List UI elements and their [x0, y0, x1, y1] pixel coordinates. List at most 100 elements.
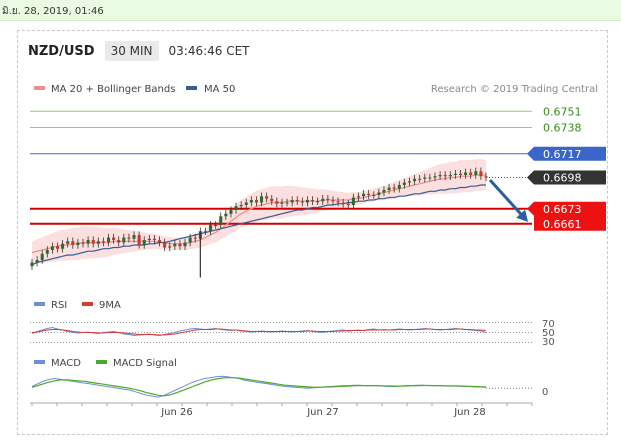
rsi9-legend-label: 9MA	[99, 300, 121, 311]
candle-body	[234, 206, 238, 210]
forecast-arrow-line	[488, 178, 526, 219]
rsi-level-30: 30	[542, 337, 555, 348]
ma50-legend-swatch	[186, 86, 197, 90]
bollinger-band	[32, 159, 486, 264]
candle-body	[81, 242, 85, 244]
candle-body	[336, 201, 340, 203]
candle-body	[418, 178, 422, 180]
candle-body	[397, 185, 401, 189]
candle-body	[265, 196, 269, 199]
candle-body	[341, 202, 345, 204]
candle-body	[127, 237, 131, 239]
last-price-label-pointer	[527, 170, 534, 185]
candle-body	[173, 243, 177, 247]
candle-body	[40, 253, 44, 260]
pivot-label-box	[534, 146, 606, 161]
candle-body	[270, 198, 274, 202]
candle-body	[428, 177, 432, 179]
candle-body	[122, 237, 126, 243]
candle-body	[372, 195, 376, 196]
resistance-label-0.6751: 0.6751	[543, 105, 582, 118]
candle-body	[188, 237, 192, 243]
candle-body	[484, 176, 488, 178]
top-bar: มิ.ย. 28, 2019, 01:46	[0, 0, 621, 21]
candle-body	[86, 240, 90, 244]
candle-body	[260, 196, 264, 203]
candle-body	[407, 181, 411, 183]
rsi-level-70: 70	[542, 319, 555, 330]
ma20-legend-swatch	[34, 86, 45, 90]
candle-body	[305, 200, 309, 203]
candle-body	[331, 200, 335, 202]
candle-body	[453, 173, 457, 175]
candle-body	[163, 242, 167, 248]
forecast-arrow-head	[516, 209, 528, 222]
candle-body	[377, 192, 381, 195]
candle-body	[402, 182, 406, 185]
candle-body	[142, 240, 146, 245]
resistance-label-0.6738: 0.6738	[543, 122, 582, 135]
candle-body	[356, 196, 360, 198]
candle-body	[147, 238, 151, 240]
candle-body	[91, 240, 95, 244]
candle-body	[96, 241, 100, 244]
ma50-legend-label: MA 50	[204, 84, 235, 95]
candle-body	[244, 202, 248, 205]
rsi9-legend-swatch	[82, 302, 93, 306]
candle-body	[117, 240, 121, 243]
candle-body	[158, 240, 162, 243]
support-label-0.6673: 0.6673	[543, 203, 582, 216]
candle-body	[479, 171, 483, 177]
pivot-label: 0.6717	[543, 148, 582, 161]
candle-body	[285, 202, 289, 204]
macd-signal-legend-swatch	[96, 360, 107, 364]
candle-body	[392, 187, 396, 189]
candle-body	[71, 241, 75, 245]
macd-panel	[31, 375, 532, 398]
candle-body	[239, 205, 243, 207]
rsi-9ma-line	[31, 328, 487, 336]
candle-body	[178, 243, 182, 247]
research-credit: Research © 2019 Trading Central	[431, 84, 598, 95]
pivot-label-pointer	[527, 146, 534, 161]
candle-body	[152, 238, 156, 240]
candle-body	[280, 202, 284, 204]
candle-body	[137, 235, 141, 245]
macd-signal-line	[31, 377, 487, 397]
candle-body	[224, 213, 228, 217]
candle-body	[474, 171, 478, 175]
candle-body	[168, 246, 172, 248]
rsi-panel	[30, 322, 532, 343]
support-label-0.6661: 0.6661	[543, 218, 582, 231]
candle-body	[382, 190, 386, 193]
x-tick-label-jun26: Jun 26	[160, 407, 193, 418]
candle-body	[290, 200, 294, 203]
support-label-box	[534, 201, 606, 231]
candle-body	[316, 201, 320, 203]
candle-body	[254, 200, 258, 203]
candle-body	[229, 210, 233, 214]
candle-body	[66, 241, 70, 244]
candle-body	[423, 177, 427, 179]
last-price-label-box	[534, 170, 606, 185]
candle-body	[30, 262, 34, 267]
candle-body	[362, 193, 366, 197]
rsi-legend-label: RSI	[51, 300, 67, 311]
candle-body	[132, 235, 136, 239]
candle-body	[469, 172, 473, 175]
support-label-pointer	[527, 201, 534, 216]
candle-body	[351, 197, 355, 205]
ma20-legend-label: MA 20 + Bollinger Bands	[51, 84, 175, 95]
chart-frame	[17, 30, 608, 435]
candle-body	[209, 225, 213, 232]
datetime-label: มิ.ย. 28, 2019, 01:46	[2, 6, 104, 17]
currency-pair: NZD/USD	[28, 43, 95, 59]
candle-body	[55, 246, 60, 249]
candle-body	[300, 201, 304, 203]
last-price-label: 0.6698	[543, 172, 582, 185]
candle-body	[35, 260, 39, 263]
timeframe-badge[interactable]: 30 MIN	[104, 41, 159, 61]
macd-line	[31, 375, 487, 398]
candle-body	[433, 176, 437, 178]
